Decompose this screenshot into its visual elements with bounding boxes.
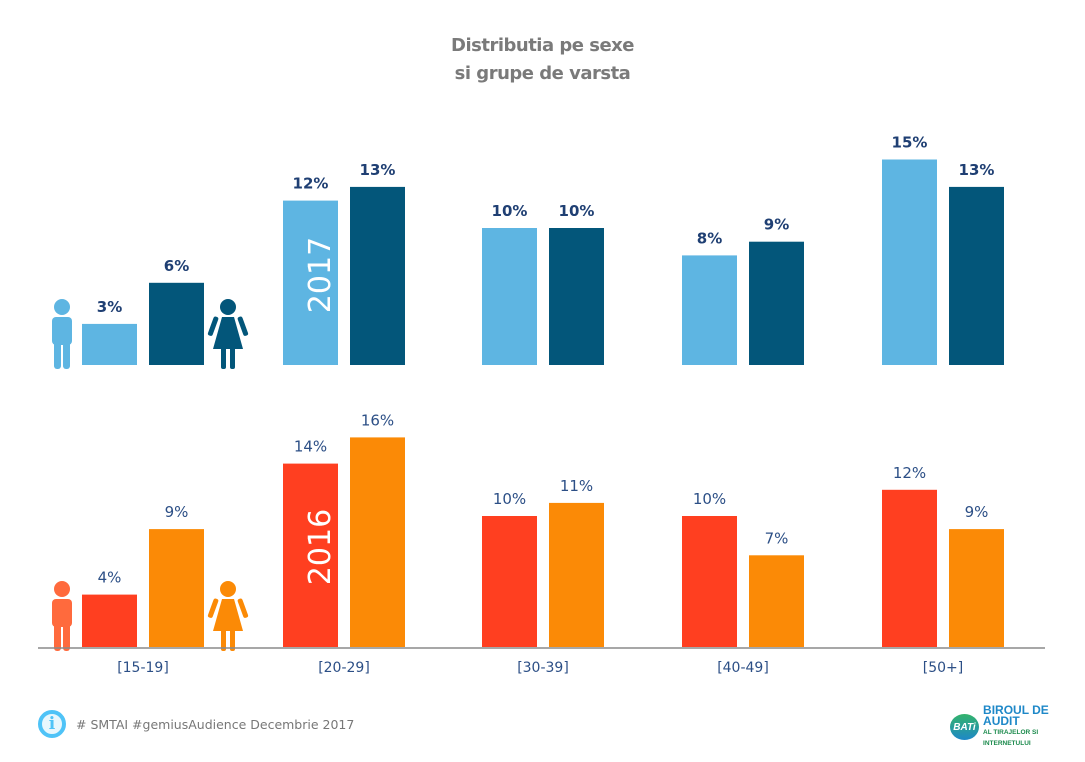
bar-2016-female-2 (549, 502, 604, 647)
bar-2017-female-0 (149, 282, 204, 365)
year-label-2017: 2017 (303, 237, 338, 313)
data-label-2016-male-0: 4% (98, 569, 122, 587)
male-icon-2016 (52, 581, 72, 651)
bar-2017-female-2 (549, 228, 604, 365)
data-label-2016-male-1: 14% (294, 438, 327, 456)
bar-2016-female-4 (949, 529, 1004, 647)
x-tick-label-2: [30-39] (517, 660, 569, 676)
bar-2017-female-3 (749, 241, 804, 365)
data-label-2016-female-1: 16% (361, 411, 394, 429)
data-label-2017-female-3: 9% (764, 216, 789, 234)
female-icon-2017 (207, 299, 249, 369)
bar-2016-female-1 (350, 437, 405, 647)
data-label-2017-male-4: 15% (892, 134, 928, 152)
data-label-2017-male-0: 3% (97, 298, 122, 316)
bar-2016-female-3 (749, 555, 804, 647)
data-label-2016-female-3: 7% (765, 529, 789, 547)
bar-2016-male-4 (882, 489, 937, 647)
bar-2017-male-3 (682, 255, 737, 365)
bar-2016-male-0 (82, 594, 137, 647)
chart-title: Distributia pe sexe si grupe de varsta (0, 32, 1085, 88)
data-label-2017-female-4: 13% (959, 161, 995, 179)
x-tick-label-4: [50+] (923, 660, 963, 676)
x-tick-label-3: [40-49] (717, 660, 769, 676)
bar-2017-male-1 (283, 200, 338, 365)
x-tick-label-1: [20-29] (318, 660, 370, 676)
bar-2017-male-4 (882, 159, 937, 365)
bar-2016-male-1 (283, 463, 338, 647)
data-label-2017-female-0: 6% (164, 257, 189, 275)
bar-2017-male-2 (482, 228, 537, 365)
data-label-2017-female-1: 13% (360, 161, 396, 179)
logo-subtitle: AL TIRAJELOR SI INTERNETULUI (983, 729, 1039, 747)
footer: i # SMTAI #gemiusAudience Decembrie 2017 (38, 710, 354, 738)
info-icon[interactable]: i (38, 710, 66, 738)
year-label-2016: 2016 (303, 509, 338, 585)
data-label-2016-female-4: 9% (965, 503, 989, 521)
data-label-2017-male-3: 8% (697, 229, 722, 247)
male-icon-2017 (52, 299, 72, 369)
brand-logo: BATi BIROUL DE AUDIT AL TIRAJELOR SI INT… (950, 703, 1085, 749)
bar-2017-female-1 (350, 186, 405, 365)
x-tick-label-0: [15-19] (117, 660, 169, 676)
bar-2017-male-0 (82, 323, 137, 365)
logo-title: BIROUL DE AUDIT (983, 703, 1049, 728)
data-label-2016-male-3: 10% (693, 490, 726, 508)
title-line-2: si grupe de varsta (454, 63, 631, 84)
bar-2017-female-4 (949, 186, 1004, 365)
female-icon-2016 (207, 581, 249, 651)
bar-2016-male-2 (482, 516, 537, 647)
data-label-2017-female-2: 10% (559, 202, 595, 220)
bar-2016-female-0 (149, 529, 204, 647)
data-label-2016-female-0: 9% (165, 503, 189, 521)
data-label-2017-male-2: 10% (492, 202, 528, 220)
logo-mark-icon: BATi (950, 714, 980, 740)
footer-source-text: # SMTAI #gemiusAudience Decembrie 2017 (76, 716, 355, 732)
data-label-2017-male-1: 12% (293, 175, 329, 193)
bar-chart: 3% 6% 12% 13% 10% 10% 8% 9% 15% 13% 2017 4% 9% 14% 16%… (38, 134, 1045, 676)
data-label-2016-female-2: 11% (560, 477, 593, 495)
data-label-2016-male-4: 12% (893, 464, 926, 482)
data-label-2016-male-2: 10% (493, 490, 526, 508)
bar-2016-male-3 (682, 516, 737, 647)
title-line-1: Distributia pe sexe (451, 35, 634, 56)
